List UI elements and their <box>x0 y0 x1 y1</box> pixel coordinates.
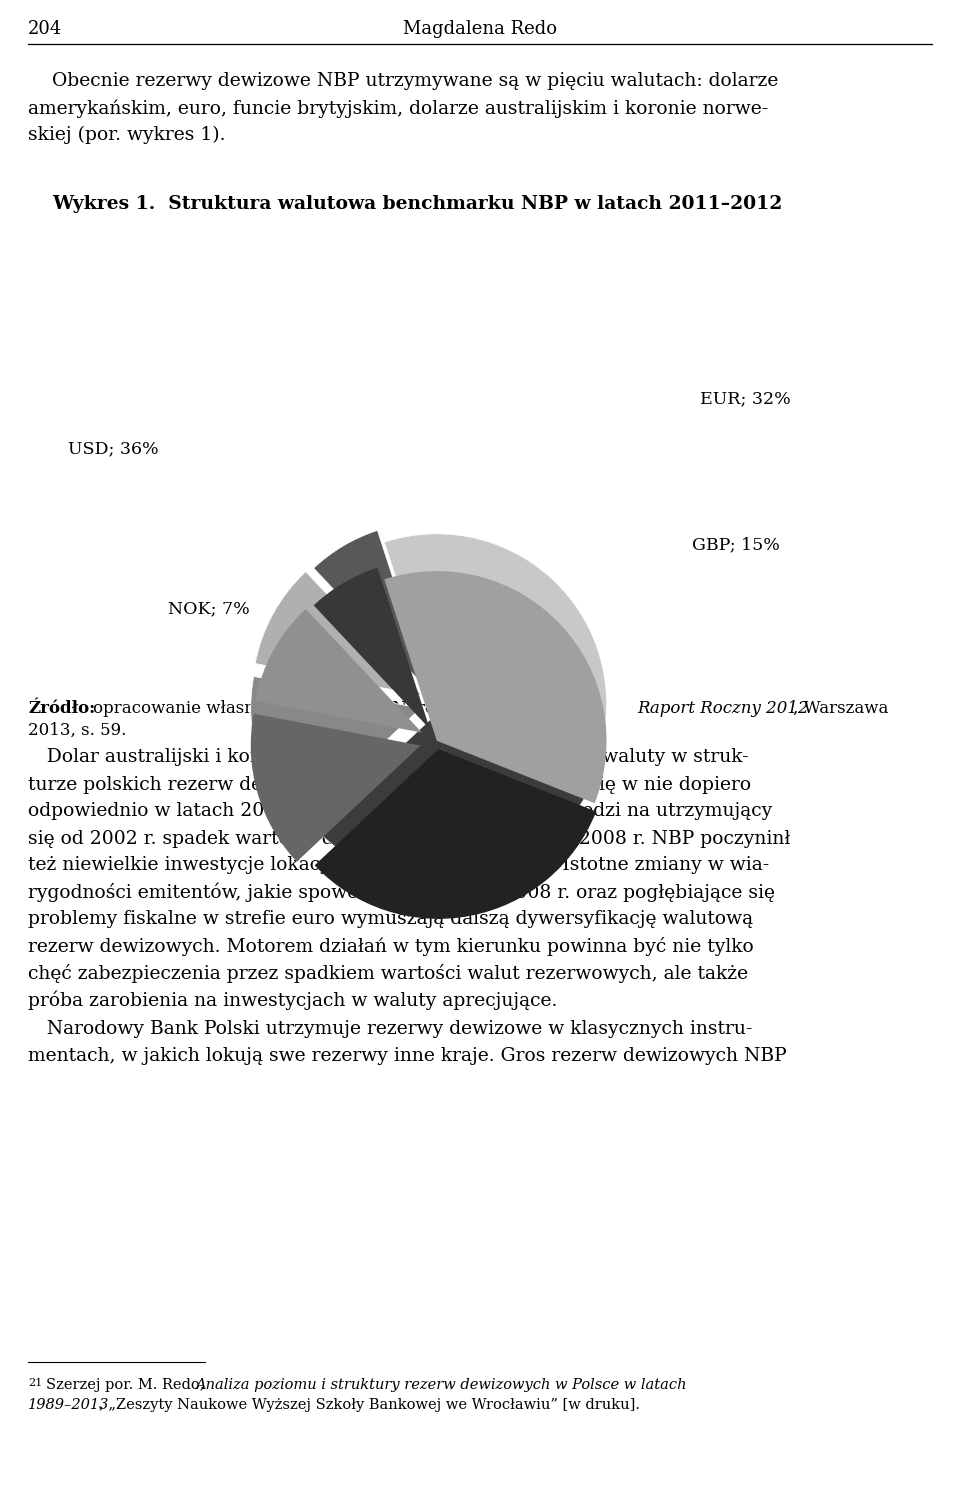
Text: 204: 204 <box>28 19 62 39</box>
Text: , „Zeszyty Naukowe Wyższej Szkoły Bankowej we Wrocławiu” [w druku].: , „Zeszyty Naukowe Wyższej Szkoły Bankow… <box>99 1398 640 1412</box>
Text: Analiza poziomu i struktury rezerw dewizowych w Polsce w latach: Analiza poziomu i struktury rezerw dewiz… <box>195 1377 686 1392</box>
Text: Szerzej por. M. Redo,: Szerzej por. M. Redo, <box>46 1377 209 1392</box>
Text: opracowanie własne na podstawie: Narodowy Bank Polski,: opracowanie własne na podstawie: Narodow… <box>93 700 593 718</box>
Text: próba zarobienia na inwestycjach w waluty aprecjujące.: próba zarobienia na inwestycjach w walut… <box>28 992 558 1011</box>
Text: Wykres 1.  Struktura walutowa benchmarku NBP w latach 2011–2012: Wykres 1. Struktura walutowa benchmarku … <box>52 195 782 213</box>
Wedge shape <box>315 749 596 919</box>
Text: problemy fiskalne w strefie euro wymuszają dalszą dywersyfikację walutową: problemy fiskalne w strefie euro wymusza… <box>28 910 754 928</box>
Text: EUR; 32%: EUR; 32% <box>700 390 791 406</box>
Wedge shape <box>315 712 596 881</box>
Text: Raport Roczny 2012: Raport Roczny 2012 <box>637 700 808 718</box>
Text: turze polskich rezerw dewizowych. NBP zaczął angażować się w nie dopiero: turze polskich rezerw dewizowych. NBP za… <box>28 774 751 794</box>
Text: Dolar australijski i korona norweska to stosunkowo młode waluty w struk-: Dolar australijski i korona norweska to … <box>28 747 749 765</box>
Text: odpowiednio w latach 2007 (AUD) i 2008 (NOK) w odpowiedzi na utrzymujący: odpowiednio w latach 2007 (AUD) i 2008 (… <box>28 803 772 820</box>
Text: Magdalena Redo: Magdalena Redo <box>403 19 557 39</box>
Text: USD; 36%: USD; 36% <box>68 441 158 457</box>
Text: amerykańskim, euro, funcie brytyjskim, dolarze australijskim i koronie norwe-: amerykańskim, euro, funcie brytyjskim, d… <box>28 98 768 118</box>
Text: NOK; 7%: NOK; 7% <box>168 600 250 616</box>
Text: też niewielkie inwestycje lokacyjne w jenie japońskim²¹. Istotne zmiany w wia-: też niewielkie inwestycje lokacyjne w je… <box>28 856 769 874</box>
Text: rygodności emitentów, jakie spowodował kryzys z 2008 r. oraz pogłębiające się: rygodności emitentów, jakie spowodował k… <box>28 883 775 902</box>
Text: 21: 21 <box>28 1377 42 1388</box>
Wedge shape <box>384 535 607 765</box>
Text: rezerw dewizowych. Motorem działań w tym kierunku powinna być nie tylko: rezerw dewizowych. Motorem działań w tym… <box>28 937 754 956</box>
Wedge shape <box>384 572 607 803</box>
Text: , Warszawa: , Warszawa <box>793 700 888 718</box>
Text: mentach, w jakich lokują swe rezerwy inne kraje. Gros rezerw dewizowych NBP: mentach, w jakich lokują swe rezerwy inn… <box>28 1047 786 1065</box>
Text: 2013, s. 59.: 2013, s. 59. <box>28 722 127 739</box>
Text: Obecnie rezerwy dewizowe NBP utrzymywane są w pięciu walutach: dolarze: Obecnie rezerwy dewizowe NBP utrzymywane… <box>28 71 779 89</box>
Text: 1989–2013: 1989–2013 <box>28 1398 109 1412</box>
Wedge shape <box>255 572 422 695</box>
Wedge shape <box>255 609 422 733</box>
Text: GBP; 15%: GBP; 15% <box>692 536 780 552</box>
Text: skiej (por. wykres 1).: skiej (por. wykres 1). <box>28 127 226 144</box>
Text: AUD; 10%: AUD; 10% <box>390 631 481 649</box>
Wedge shape <box>314 567 430 730</box>
Wedge shape <box>251 676 420 825</box>
Text: Źródło:: Źródło: <box>28 700 95 718</box>
Wedge shape <box>314 530 430 692</box>
Text: chęć zabezpieczenia przez spadkiem wartości walut rezerwowych, ale także: chęć zabezpieczenia przez spadkiem warto… <box>28 963 748 983</box>
Text: się od 2002 r. spadek wartości dolara amerykańskiego. W 2008 r. NBP poczyninł: się od 2002 r. spadek wartości dolara am… <box>28 829 790 849</box>
Text: Narodowy Bank Polski utrzymuje rezerwy dewizowe w klasycznych instru-: Narodowy Bank Polski utrzymuje rezerwy d… <box>28 1020 753 1038</box>
Wedge shape <box>251 713 420 862</box>
